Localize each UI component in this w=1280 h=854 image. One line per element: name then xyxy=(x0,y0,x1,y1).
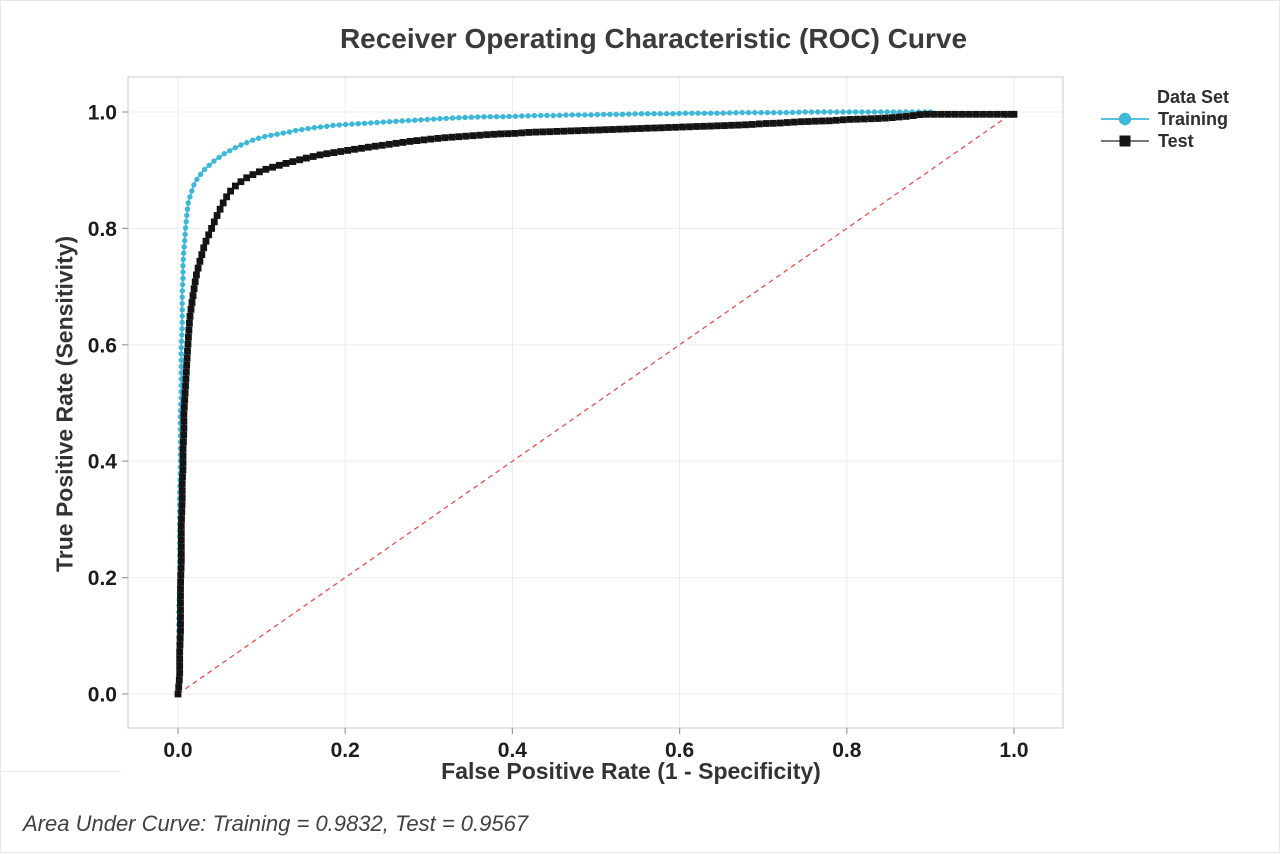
y-tick-label: 0.8 xyxy=(88,218,118,241)
y-tick-label: 0.2 xyxy=(88,567,117,590)
panel-separator xyxy=(1,771,121,772)
y-tick-label: 0.4 xyxy=(88,451,118,474)
legend-item-training[interactable]: Training xyxy=(1099,108,1229,130)
gridlines xyxy=(128,77,1063,728)
x-axis-label: False Positive Rate (1 - Specificity) xyxy=(441,758,821,784)
series-test xyxy=(174,110,1018,698)
x-tick-label: 0.0 xyxy=(163,739,192,762)
legend-title: Data Set xyxy=(1157,87,1230,107)
x-tick-label: 1.0 xyxy=(999,739,1028,762)
chart-title: Receiver Operating Characteristic (ROC) … xyxy=(339,23,968,54)
legend: Data Set Training Test xyxy=(1099,86,1229,152)
x-tick-label: 0.2 xyxy=(331,739,360,762)
legend-item-test[interactable]: Test xyxy=(1099,130,1229,152)
y-axis-label: True Positive Rate (Sensitivity) xyxy=(51,235,78,572)
plot-frame xyxy=(127,76,1064,729)
chance-diagonal-line xyxy=(177,111,1015,695)
y-tick-label: 0.0 xyxy=(88,684,117,707)
y-tick-label: 0.6 xyxy=(88,334,117,357)
x-tick-label: 0.4 xyxy=(498,739,528,762)
series-training xyxy=(175,109,934,697)
legend-label-test: Test xyxy=(1158,131,1194,151)
x-tick-label: 0.8 xyxy=(832,739,862,762)
legend-label-training: Training xyxy=(1158,109,1229,129)
test-square-marker-icon xyxy=(1101,135,1149,147)
axis-ticks: 0.0 0.2 0.4 0.6 0.8 1.0 0.0 0.2 0.4 0.6 0.8 1.0 xyxy=(88,102,1029,763)
training-circle-marker-icon xyxy=(1101,112,1149,126)
y-tick-label: 1.0 xyxy=(88,102,117,125)
x-tick-label: 0.6 xyxy=(665,739,694,762)
auc-footnote: Area Under Curve: Training = 0.9832, Tes… xyxy=(23,811,529,836)
